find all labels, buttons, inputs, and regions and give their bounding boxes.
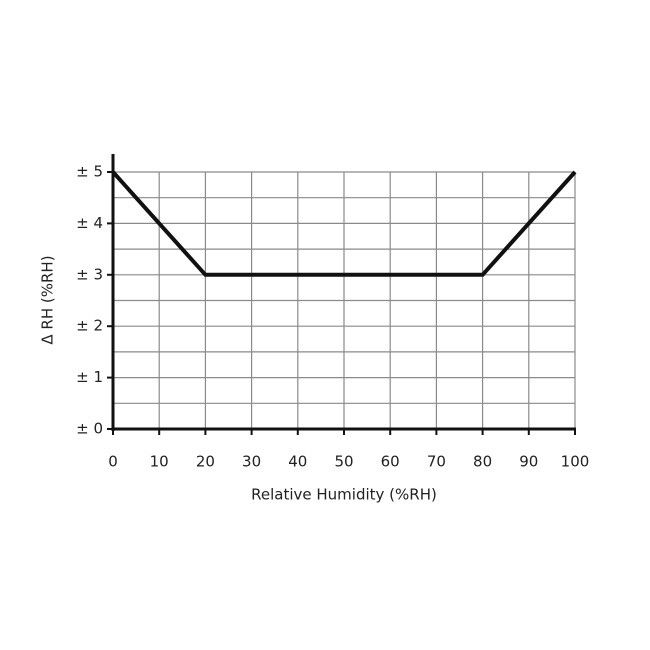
x-tick-label: 30 (242, 453, 261, 471)
y-tick-label: ± 5 (76, 163, 103, 181)
x-tick-label: 0 (108, 453, 118, 471)
x-tick-label: 10 (150, 453, 169, 471)
x-tick-label: 80 (473, 453, 492, 471)
y-tick-label: ± 4 (76, 214, 103, 232)
y-tick-label: ± 1 (76, 368, 103, 386)
y-tick-label: ± 3 (76, 265, 103, 283)
x-tick-label: 90 (519, 453, 538, 471)
y-axis-label: Δ RH (%RH) (39, 255, 57, 344)
x-tick-label: 60 (381, 453, 400, 471)
x-tick-label: 40 (288, 453, 307, 471)
x-tick-label: 50 (334, 453, 353, 471)
x-tick-label: 70 (427, 453, 446, 471)
x-axis-label: Relative Humidity (%RH) (251, 486, 437, 504)
y-tick-label: ± 0 (76, 420, 103, 438)
data-line (111, 170, 577, 277)
y-tick-label: ± 2 (76, 317, 103, 335)
x-tick-label: 20 (196, 453, 215, 471)
x-tick-label: 100 (561, 453, 590, 471)
